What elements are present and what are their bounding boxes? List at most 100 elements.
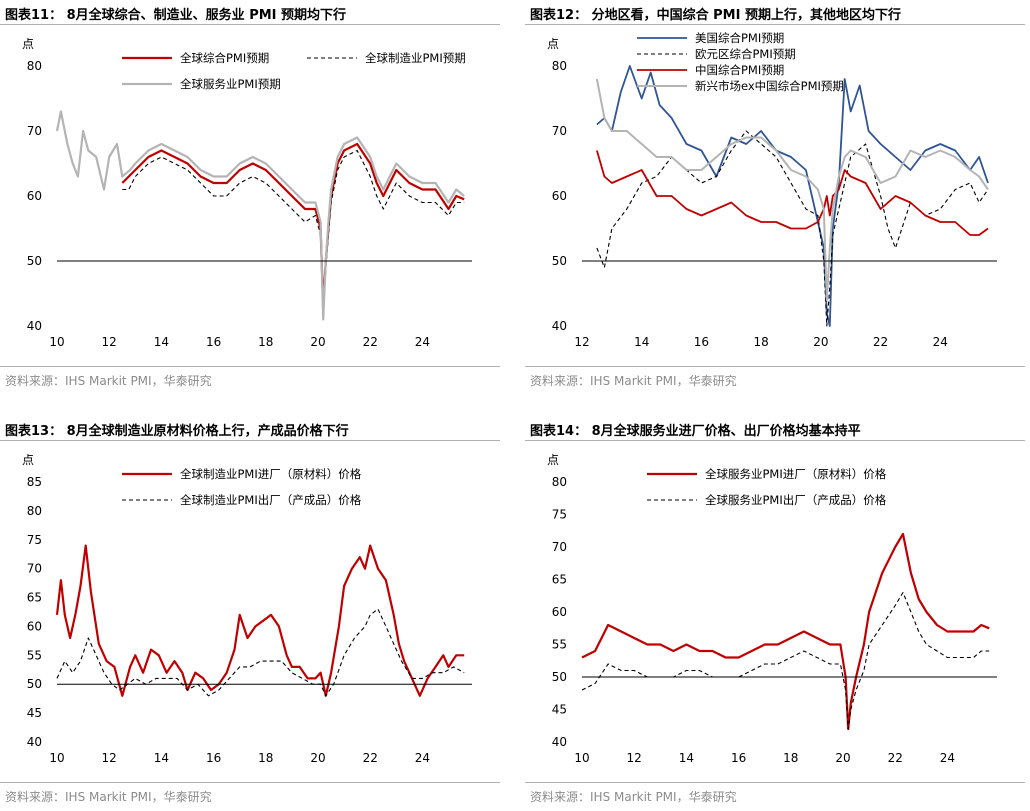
y-tick-label: 40 <box>552 735 567 749</box>
y-tick-label: 45 <box>27 706 42 720</box>
y-tick-label: 65 <box>552 573 567 587</box>
legend-label: 欧元区综合PMI预期 <box>695 47 796 61</box>
panel-global-pmi-expectations: 图表11： 8月全球综合、制造业、服务业 PMI 预期均下行 点 40 50 60 70… <box>0 0 500 395</box>
y-axis-unit-label: 点 <box>547 453 559 467</box>
x-tick-label: 18 <box>258 751 273 765</box>
series-line <box>122 149 465 314</box>
y-tick-label: 50 <box>27 254 42 268</box>
series-line <box>56 608 465 697</box>
source-note: 资料来源：IHS Markit PMI，华泰研究 <box>5 374 212 388</box>
x-tick-label: 24 <box>415 335 430 349</box>
x-tick-label: 12 <box>574 335 589 349</box>
source-rule <box>525 366 1025 367</box>
y-tick-label: 80 <box>27 504 42 518</box>
legend-label: 全球服务业PMI预期 <box>180 77 281 91</box>
x-tick-label: 24 <box>940 751 955 765</box>
y-tick-label: 40 <box>27 319 42 333</box>
x-tick-label: 12 <box>102 335 117 349</box>
x-tick-label: 16 <box>694 335 709 349</box>
series-line <box>581 591 990 730</box>
y-tick-label: 45 <box>552 703 567 717</box>
legend-label: 全球综合PMI预期 <box>180 51 269 65</box>
panel-services-prices: 图表14： 8月全球服务业进厂价格、出厂价格均基本持平 点 40 45 50 55 60 6… <box>525 416 1025 811</box>
title-rule <box>0 440 500 441</box>
panel-manufacturing-prices: 图表13： 8月全球制造业原材料价格上行，产成品价格下行 点 40 45 50 55 60… <box>0 416 500 811</box>
x-tick-label: 14 <box>154 751 169 765</box>
x-tick-label: 24 <box>415 751 430 765</box>
x-tick-label: 22 <box>363 335 378 349</box>
legend-label: 全球制造业PMI预期 <box>365 51 466 65</box>
y-tick-label: 70 <box>552 124 567 138</box>
chart-global-pmi: 点 40 50 60 70 80 10 12 14 16 18 20 22 24 全球综合PMI预期 全球制造… <box>22 37 472 349</box>
y-tick-label: 40 <box>27 735 42 749</box>
series-line <box>596 150 989 236</box>
x-tick-label: 14 <box>634 335 649 349</box>
series-line <box>55 544 465 697</box>
y-axis-unit-label: 点 <box>22 37 34 51</box>
x-tick-label: 16 <box>206 335 221 349</box>
legend-label: 全球服务业PMI出厂（产成品）价格 <box>705 493 887 507</box>
legend-label: 中国综合PMI预期 <box>695 63 784 77</box>
legend-label: 全球服务业PMI进厂（原材料）价格 <box>705 467 887 481</box>
y-tick-label: 65 <box>27 591 42 605</box>
legend-label: 美国综合PMI预期 <box>695 31 784 45</box>
x-tick-label: 10 <box>49 335 64 349</box>
y-tick-label: 80 <box>27 59 42 73</box>
x-tick-label: 22 <box>873 335 888 349</box>
title-rule <box>0 24 500 25</box>
y-axis-unit-label: 点 <box>547 37 559 51</box>
x-tick-label: 20 <box>310 751 325 765</box>
series-line <box>121 142 465 308</box>
source-note: 资料来源：IHS Markit PMI，华泰研究 <box>5 790 212 804</box>
chart-regional-pmi: 点 40 50 60 70 80 12 14 16 18 20 22 24 美国综合PMI预期欧元区综合P… <box>547 31 997 349</box>
source-note: 资料来源：IHS Markit PMI，华泰研究 <box>530 374 737 388</box>
panel-title: 图表11： 8月全球综合、制造业、服务业 PMI 预期均下行 <box>5 8 347 23</box>
x-tick-label: 22 <box>888 751 903 765</box>
y-tick-label: 80 <box>552 475 567 489</box>
panel-regional-pmi-expectations: 图表12： 分地区看，中国综合 PMI 预期上行，其他地区均下行 点 40 50 60… <box>525 0 1025 395</box>
source-rule <box>525 782 1025 783</box>
y-tick-label: 50 <box>552 254 567 268</box>
y-tick-label: 60 <box>552 189 567 203</box>
y-tick-label: 50 <box>27 677 42 691</box>
x-tick-label: 10 <box>574 751 589 765</box>
y-tick-label: 60 <box>27 619 42 633</box>
legend-label: 新兴市场ex中国综合PMI预期 <box>695 79 844 93</box>
source-rule <box>0 366 500 367</box>
panel-title: 图表13： 8月全球制造业原材料价格上行，产成品价格下行 <box>5 424 349 439</box>
x-tick-label: 12 <box>627 751 642 765</box>
x-tick-label: 12 <box>102 751 117 765</box>
legend-label: 全球制造业PMI进厂（原材料）价格 <box>180 467 362 481</box>
legend-label: 全球制造业PMI出厂（产成品）价格 <box>180 493 362 507</box>
x-tick-label: 18 <box>258 335 273 349</box>
series-line <box>581 532 990 731</box>
panel-title: 图表14： 8月全球服务业进厂价格、出厂价格均基本持平 <box>530 424 861 439</box>
x-tick-label: 18 <box>753 335 768 349</box>
x-tick-label: 14 <box>679 751 694 765</box>
x-tick-label: 16 <box>206 751 221 765</box>
y-tick-label: 50 <box>552 670 567 684</box>
series-line <box>595 78 989 301</box>
y-tick-label: 60 <box>27 189 42 203</box>
x-tick-label: 18 <box>783 751 798 765</box>
y-tick-label: 70 <box>27 124 42 138</box>
y-tick-label: 55 <box>27 648 42 662</box>
chart-manufacturing-prices: 点 40 45 50 55 60 65 70 75 80 85 10 12 14 16 18 20 22 24 全球制… <box>22 453 472 765</box>
title-rule <box>525 24 1025 25</box>
y-tick-label: 75 <box>552 508 567 522</box>
y-tick-label: 55 <box>552 638 567 652</box>
y-tick-label: 75 <box>27 533 42 547</box>
y-tick-label: 60 <box>552 605 567 619</box>
series-line <box>596 130 989 327</box>
x-tick-label: 20 <box>835 751 850 765</box>
panel-title: 图表12： 分地区看，中国综合 PMI 预期上行，其他地区均下行 <box>530 8 901 23</box>
y-tick-label: 85 <box>27 475 42 489</box>
y-tick-label: 40 <box>552 319 567 333</box>
y-tick-label: 80 <box>552 59 567 73</box>
y-axis-unit-label: 点 <box>22 453 34 467</box>
x-tick-label: 14 <box>154 335 169 349</box>
y-tick-label: 70 <box>27 562 42 576</box>
title-rule <box>525 440 1025 441</box>
chart-services-prices: 点 40 45 50 55 60 65 70 75 80 10 12 14 16 18 20 22 24 全球服务业… <box>547 453 997 765</box>
source-rule <box>0 782 500 783</box>
